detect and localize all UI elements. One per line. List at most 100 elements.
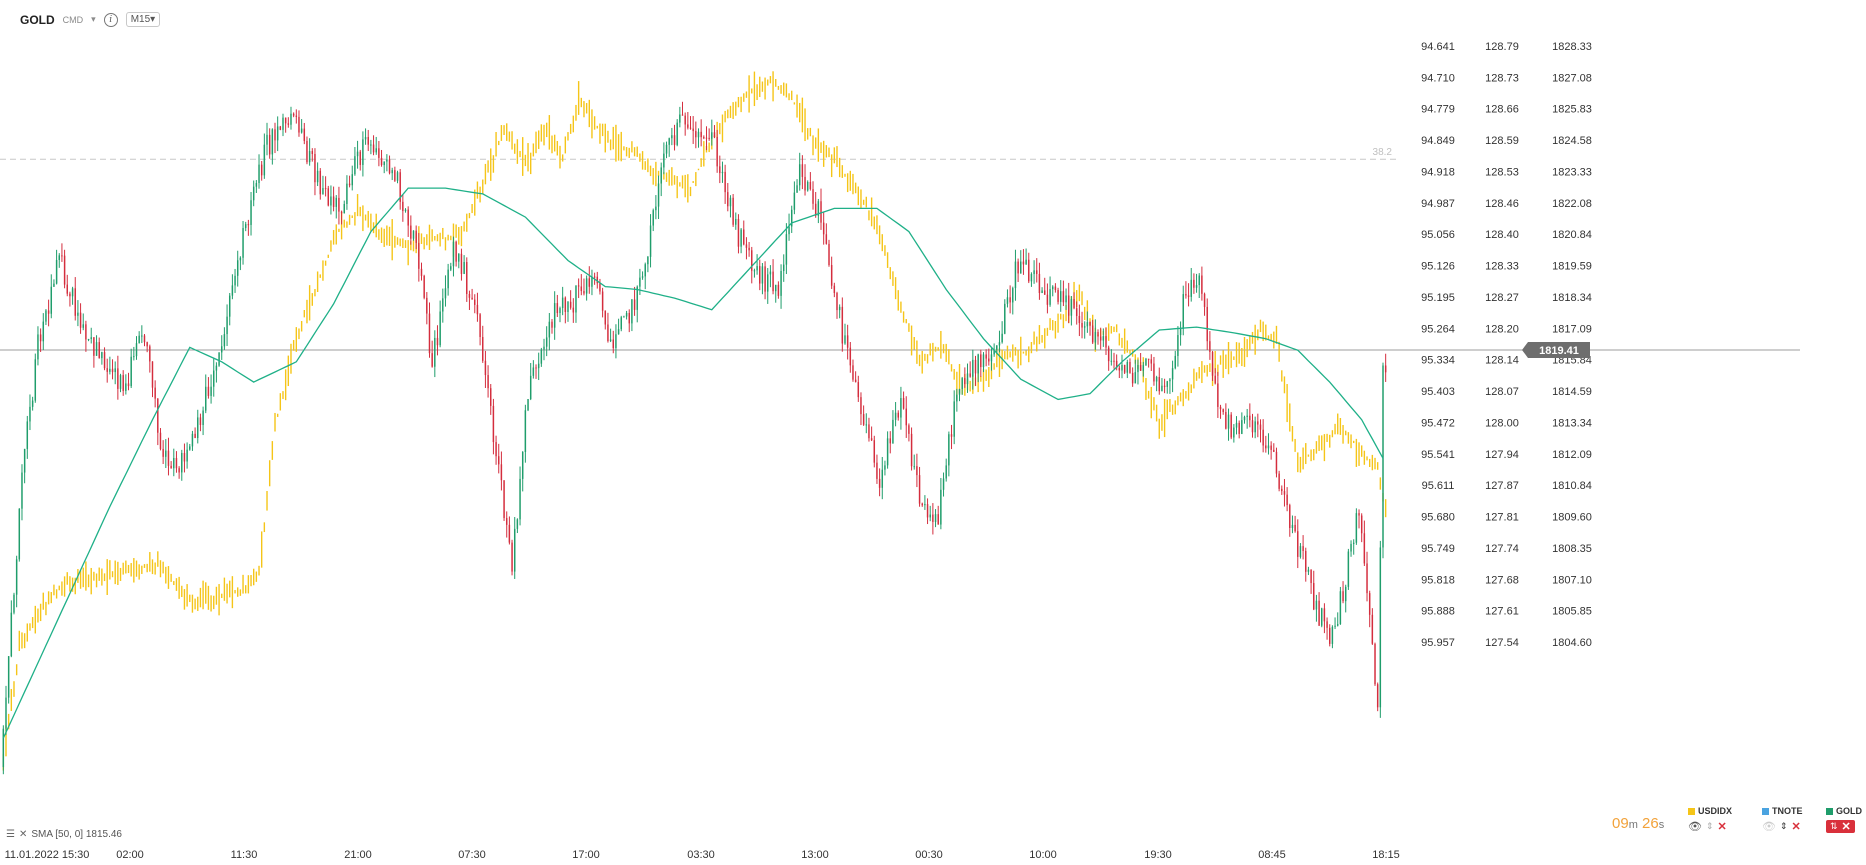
- candle-body: [1267, 445, 1270, 449]
- candle-body: [388, 159, 391, 174]
- candle-body: [743, 229, 745, 245]
- timeframe-caret-icon: ▾: [150, 14, 156, 25]
- y-tick-label-tnote: 128.14: [1485, 355, 1519, 367]
- candle-body: [969, 373, 971, 377]
- candle-body: [63, 255, 66, 285]
- timer-seconds: 26: [1642, 815, 1659, 832]
- candle-body: [1384, 365, 1387, 373]
- candle-body: [543, 346, 545, 350]
- chart-header: GOLD CMD ▾ i M15▾: [20, 12, 161, 27]
- candle-body: [231, 285, 234, 296]
- candle-body: [1118, 367, 1121, 371]
- indicator-menu-icon[interactable]: ☰: [6, 829, 15, 840]
- x-tick-label: 13:00: [801, 849, 829, 861]
- candle-body: [1054, 286, 1057, 290]
- candle-body: [69, 293, 71, 297]
- candle-body: [322, 188, 324, 195]
- candle-body: [607, 324, 609, 342]
- candle-body: [540, 349, 543, 364]
- candle-body: [127, 383, 130, 387]
- candle-body: [1195, 285, 1198, 288]
- symbol-label[interactable]: GOLD: [20, 12, 55, 27]
- candle-body: [1134, 372, 1137, 384]
- candle-body: [170, 465, 172, 469]
- candle-body: [189, 446, 191, 450]
- timeframe-select[interactable]: M15▾: [125, 12, 161, 27]
- x-tick-label: 00:30: [915, 849, 943, 861]
- candle-body: [439, 311, 441, 346]
- y-tick-label-gold: 1819.59: [1552, 261, 1592, 273]
- y-tick-label-usdidx: 95.818: [1421, 574, 1455, 586]
- candle-body: [801, 164, 804, 177]
- indicator-remove-icon[interactable]: ✕: [18, 829, 28, 840]
- y-tick-label-gold: 1824.58: [1552, 135, 1592, 147]
- candle-body: [663, 153, 665, 168]
- candle-body: [1171, 368, 1174, 380]
- candle-body: [836, 292, 838, 311]
- candle-body: [1014, 261, 1017, 289]
- candle-body: [338, 197, 340, 212]
- candle-body: [431, 353, 433, 367]
- sort-icon[interactable]: ⇕: [1705, 821, 1714, 831]
- close-icon[interactable]: ✕: [1717, 821, 1727, 833]
- candle-body: [1075, 308, 1078, 316]
- candle-body: [303, 128, 306, 141]
- candle-body: [495, 442, 497, 457]
- candle-body: [308, 151, 311, 163]
- candle-body: [1201, 275, 1203, 294]
- candle-body: [958, 389, 961, 395]
- info-icon[interactable]: i: [103, 12, 118, 27]
- y-tick-label-usdidx: 94.849: [1421, 135, 1455, 147]
- candle-body: [394, 170, 396, 181]
- candle-body: [298, 116, 300, 133]
- candle-body: [263, 144, 266, 176]
- candle-body: [1158, 377, 1161, 392]
- candle-body: [13, 594, 15, 613]
- candle-body: [98, 342, 100, 359]
- eye-icon[interactable]: 👁: [1762, 821, 1776, 833]
- candle-body: [1230, 414, 1232, 438]
- candle-body: [1315, 600, 1318, 610]
- current-price-badge: [1522, 341, 1590, 358]
- candle-body: [511, 542, 513, 572]
- candle-body: [1155, 377, 1158, 382]
- candle-body: [593, 276, 596, 278]
- close-icon[interactable]: ✕: [1791, 821, 1801, 833]
- candle-body: [45, 310, 47, 322]
- sort-icon[interactable]: ⇅: [1830, 821, 1838, 831]
- candle-body: [1241, 420, 1243, 434]
- symbol-dropdown-icon[interactable]: ▾: [91, 14, 96, 24]
- candle-body: [1153, 363, 1155, 382]
- sma-indicator-label[interactable]: ☰ ✕ SMA [50, 0] 1815.46: [6, 829, 122, 840]
- x-tick-label: 10:00: [1029, 849, 1057, 861]
- candle-body: [1107, 347, 1110, 362]
- candle-body: [183, 452, 186, 462]
- candle-body: [197, 417, 199, 438]
- y-tick-label-usdidx: 94.710: [1421, 72, 1455, 84]
- candle-body: [620, 317, 622, 330]
- candle-body: [346, 183, 348, 204]
- candle-body: [772, 271, 774, 292]
- candle-body: [1193, 279, 1195, 288]
- candle-body: [537, 363, 540, 369]
- candle-body: [1121, 364, 1123, 371]
- candle-body: [428, 313, 431, 354]
- candle-body: [93, 337, 95, 356]
- candle-body: [806, 181, 809, 191]
- x-tick-label: 17:00: [572, 849, 600, 861]
- candle-body: [588, 278, 591, 287]
- candle-body: [761, 266, 764, 284]
- candle-body: [633, 299, 636, 310]
- candle-body: [1352, 542, 1355, 544]
- candle-body: [785, 234, 788, 265]
- candle-body: [1254, 421, 1256, 433]
- close-icon[interactable]: ✕: [1841, 821, 1851, 833]
- sma-line[interactable]: [2, 187, 1384, 739]
- candle-body: [343, 203, 345, 214]
- candle-body: [601, 291, 604, 311]
- sort-icon[interactable]: ⇕: [1779, 821, 1788, 831]
- candle-body: [1123, 364, 1126, 373]
- candle-body: [825, 234, 828, 244]
- eye-icon[interactable]: 👁: [1688, 821, 1702, 833]
